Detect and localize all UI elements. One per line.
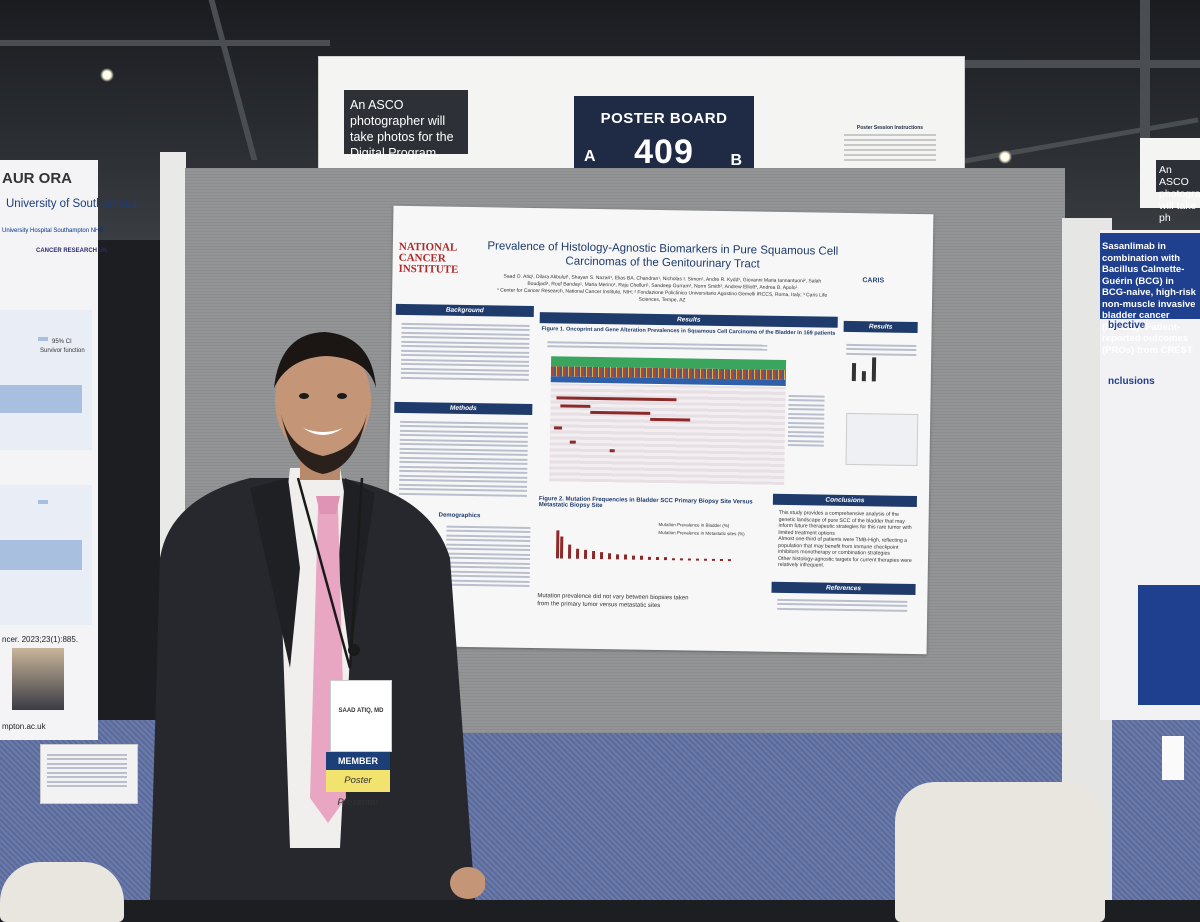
badge-member-label: MEMBER: [326, 752, 390, 770]
right-figures: [845, 341, 926, 402]
left-poster-charts: [0, 310, 92, 625]
conference-badge: [330, 680, 392, 752]
conclusion-item: Other histology-agnostic targets for cur…: [777, 555, 912, 569]
section-conclusions: Conclusions: [772, 493, 917, 508]
figure1-notes: [547, 338, 768, 353]
caris-logo: CARIS: [862, 277, 885, 285]
side-note-paper: [1162, 736, 1184, 780]
conclusion-item: Almost one-third of patients were TMB-Hi…: [778, 535, 908, 557]
right-poster-objective-heading: bjective: [1108, 320, 1146, 331]
badge-name: SAAD ATIQ, MD: [338, 708, 384, 714]
right-photo-notice: An ASCO photographer will take ph: [1156, 160, 1200, 224]
board-side-a: A: [584, 148, 596, 165]
left-legend-survivor: Survivor function: [40, 348, 85, 354]
right-poster-footer-block: [1138, 585, 1200, 705]
pinned-note: [40, 744, 138, 804]
left-legend-ci: 95% CI: [52, 339, 72, 345]
neighbor-poster-left: [0, 160, 98, 740]
references-text: [777, 596, 908, 614]
cancer-research-uk-logo: CANCER RESEARCH UK: [36, 248, 108, 254]
conclusion-item: This study provides a comprehensive anal…: [778, 509, 912, 537]
board-number: 409: [634, 133, 694, 171]
figure2-note: Mutation prevalence did not vary between…: [537, 593, 689, 610]
chair-right: [895, 782, 1105, 922]
instructions-title: Poster Session Instructions: [856, 125, 924, 131]
left-poster-url: mpton.ac.uk: [2, 722, 46, 731]
mutation-bar-chart: [548, 508, 749, 581]
neighbor-sign-right: An ASCO photographer will take ph: [1140, 138, 1200, 224]
conclusions-list: This study provides a comprehensive anal…: [778, 510, 915, 571]
poster-authors: Saad O. Atiq¹, Dilara Akbulut¹, Shayan S…: [492, 273, 832, 306]
photographer-notice: An ASCO photographer will take photos fo…: [344, 90, 468, 160]
section-results-main: Results: [539, 312, 838, 328]
southampton-logo: University of Southampton: [6, 198, 141, 210]
section-references: References: [771, 581, 916, 596]
left-poster-citation: ncer. 2023;23(1):885.: [2, 635, 79, 644]
right-poster-title: Sasanlimab in combination with Bacillus …: [1100, 233, 1200, 356]
chair-left: [0, 862, 124, 922]
nhs-label: University Hospital Southampton NHS: [2, 228, 104, 234]
ceiling-light: [100, 68, 114, 82]
figure1-caption: Figure 1. Oncoprint and Gene Alteration …: [541, 326, 836, 337]
session-instructions: Poster Session Instructions: [840, 125, 940, 195]
section-results-side: Results: [843, 320, 918, 334]
survival-curve: [845, 412, 919, 467]
right-poster-conclusions-heading: nclusions: [1108, 376, 1155, 387]
left-poster-headshot: [12, 648, 64, 710]
nci-logo: NATIONAL CANCER INSTITUTE: [398, 240, 459, 276]
oncoprint-heatmap: [549, 356, 787, 485]
board-title: POSTER BOARD: [600, 110, 728, 127]
section-background: Background: [395, 303, 534, 318]
heatmap-side-labels: [787, 392, 825, 449]
poster-presenter-ribbon: Poster Presenter: [326, 770, 390, 808]
ceiling-light: [998, 150, 1012, 164]
board-side-b: B: [730, 152, 742, 169]
presenter-person: [150, 332, 485, 900]
aurora-logo: AUR ORA: [2, 170, 72, 187]
poster-title: Prevalence of Histology-Agnostic Biomark…: [487, 240, 839, 271]
